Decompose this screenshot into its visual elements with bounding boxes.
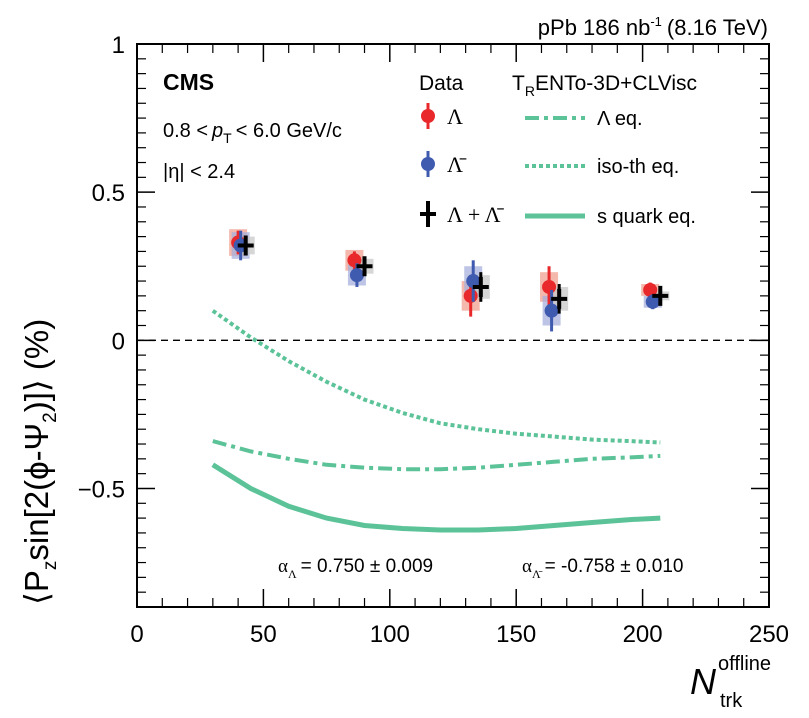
legend-model-label: Λ eq. [597, 108, 643, 130]
eta-cut: |η| < 2.4 [163, 161, 235, 183]
y-tick-label: 0.5 [92, 180, 125, 207]
data-marker [349, 268, 364, 283]
data-marker [466, 274, 481, 289]
x-axis-title-sup: offline [718, 653, 771, 675]
x-tick-label: 250 [749, 621, 789, 648]
legend-data-label: Λ + Λ̄ [447, 202, 505, 227]
alpha-lambdabar: αΛ̄ = -0.758 ± 0.010 [522, 556, 683, 581]
data-marker [643, 282, 658, 297]
data-marker [645, 294, 660, 309]
x-tick-label: 50 [250, 621, 277, 648]
legend-data-label: Λ [447, 104, 463, 129]
legend-data-title: Data [419, 72, 464, 95]
model-curve [211, 462, 661, 533]
x-axis-title-sub: trk [720, 690, 743, 712]
y-axis-title: ⟨Pzsin[2(ϕ-Ψ2)]⟩ (%) [18, 319, 61, 605]
data-marker [544, 303, 559, 318]
legend-model-title: TRENTo-3D+CLVisc [512, 72, 697, 99]
header-text: pPb 186 nb-1 (8.16 TeV) [538, 14, 768, 40]
data-marker [542, 279, 557, 294]
x-tick-label: 150 [496, 621, 536, 648]
pt-cut: 0.8 < pT < 6.0 GeV/c [163, 120, 342, 146]
y-tick-label: −0.5 [78, 476, 125, 503]
data-points-layer [231, 230, 669, 332]
alpha-lambda: αΛ = 0.750 ± 0.009 [278, 556, 433, 581]
systematic-boxes-layer [229, 229, 670, 326]
model-curve [211, 309, 661, 445]
model-curves-layer [211, 309, 661, 533]
legend-marker [421, 109, 435, 123]
legend-model: Λ eq. iso-th eq. s quark eq. [525, 108, 696, 228]
data-marker [463, 288, 478, 303]
legend-data-label: Λ̄ [447, 152, 467, 177]
x-tick-label: 100 [370, 621, 410, 648]
x-tick-label: 0 [130, 621, 143, 648]
legend-marker [421, 157, 435, 171]
x-tick-label: 200 [623, 621, 663, 648]
y-tick-label: 0 [112, 328, 125, 355]
axes-layer: 0 50 100 150 200 250 −0.5 0 0.5 1 [78, 32, 789, 648]
legend-data: Λ Λ̄ Λ + Λ̄ [420, 103, 505, 227]
experiment-label: CMS [163, 69, 214, 95]
x-axis-title: N [690, 661, 717, 702]
y-tick-label: 1 [112, 32, 125, 59]
legend-model-label: s quark eq. [597, 206, 696, 228]
legend-model-label: iso-th eq. [597, 156, 679, 178]
model-curve [212, 439, 661, 472]
